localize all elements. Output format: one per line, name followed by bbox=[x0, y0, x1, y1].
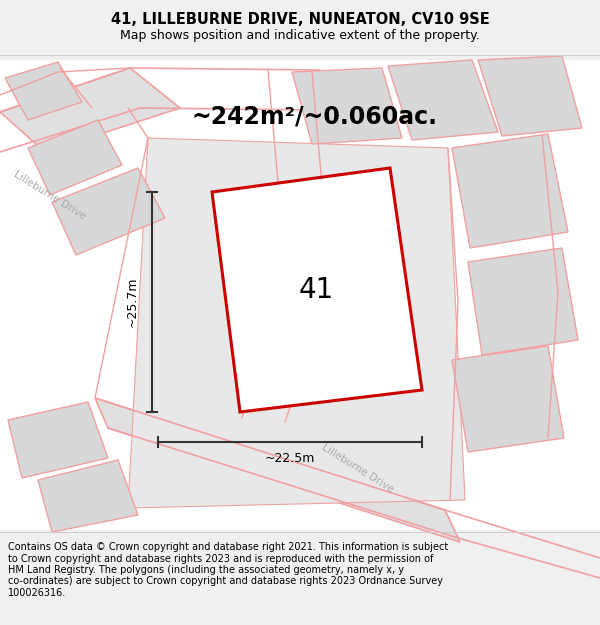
Polygon shape bbox=[95, 398, 460, 542]
Text: ~242m²/~0.060ac.: ~242m²/~0.060ac. bbox=[192, 104, 438, 128]
Text: HM Land Registry. The polygons (including the associated geometry, namely x, y: HM Land Registry. The polygons (includin… bbox=[8, 565, 404, 575]
Polygon shape bbox=[452, 346, 564, 452]
Polygon shape bbox=[28, 120, 122, 195]
Polygon shape bbox=[5, 62, 82, 120]
Bar bbox=[0, 60, 600, 530]
Polygon shape bbox=[468, 248, 578, 355]
Text: 41, LILLEBURNE DRIVE, NUNEATON, CV10 9SE: 41, LILLEBURNE DRIVE, NUNEATON, CV10 9SE bbox=[110, 12, 490, 28]
Text: ~22.5m: ~22.5m bbox=[265, 451, 315, 464]
Polygon shape bbox=[212, 168, 422, 412]
Text: Lilleburne Drive: Lilleburne Drive bbox=[12, 169, 88, 221]
Polygon shape bbox=[292, 68, 402, 144]
Polygon shape bbox=[452, 134, 568, 248]
Polygon shape bbox=[52, 168, 165, 255]
Polygon shape bbox=[38, 460, 138, 532]
Text: Map shows position and indicative extent of the property.: Map shows position and indicative extent… bbox=[120, 29, 480, 42]
Text: 41: 41 bbox=[298, 276, 334, 304]
Text: 100026316.: 100026316. bbox=[8, 588, 66, 598]
Text: co-ordinates) are subject to Crown copyright and database rights 2023 Ordnance S: co-ordinates) are subject to Crown copyr… bbox=[8, 576, 443, 586]
Polygon shape bbox=[128, 138, 465, 508]
Text: ~25.7m: ~25.7m bbox=[125, 277, 139, 328]
Polygon shape bbox=[8, 402, 108, 478]
Polygon shape bbox=[388, 60, 498, 140]
Polygon shape bbox=[0, 68, 180, 152]
Text: to Crown copyright and database rights 2023 and is reproduced with the permissio: to Crown copyright and database rights 2… bbox=[8, 554, 433, 564]
Polygon shape bbox=[478, 56, 582, 136]
Text: Lilleburne Drive: Lilleburne Drive bbox=[320, 442, 396, 494]
Text: Contains OS data © Crown copyright and database right 2021. This information is : Contains OS data © Crown copyright and d… bbox=[8, 542, 448, 552]
